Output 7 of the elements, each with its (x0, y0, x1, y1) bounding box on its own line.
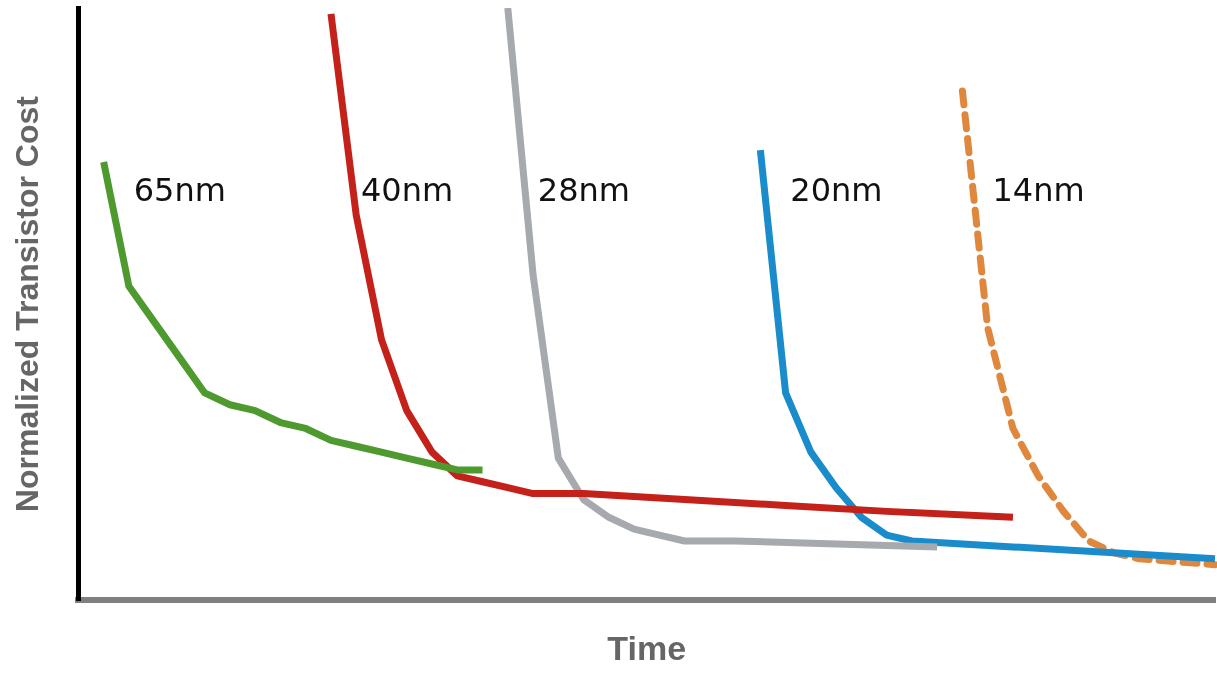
series-label: 40nm (360, 171, 454, 210)
series-label: 20nm (790, 171, 883, 210)
series-label: 28nm (537, 171, 630, 210)
series-label: 14nm (992, 171, 1085, 210)
x-axis-title: Time (607, 628, 687, 667)
y-axis-title: Normalized Transistor Cost (9, 95, 46, 513)
series-label: 65nm (133, 171, 226, 210)
